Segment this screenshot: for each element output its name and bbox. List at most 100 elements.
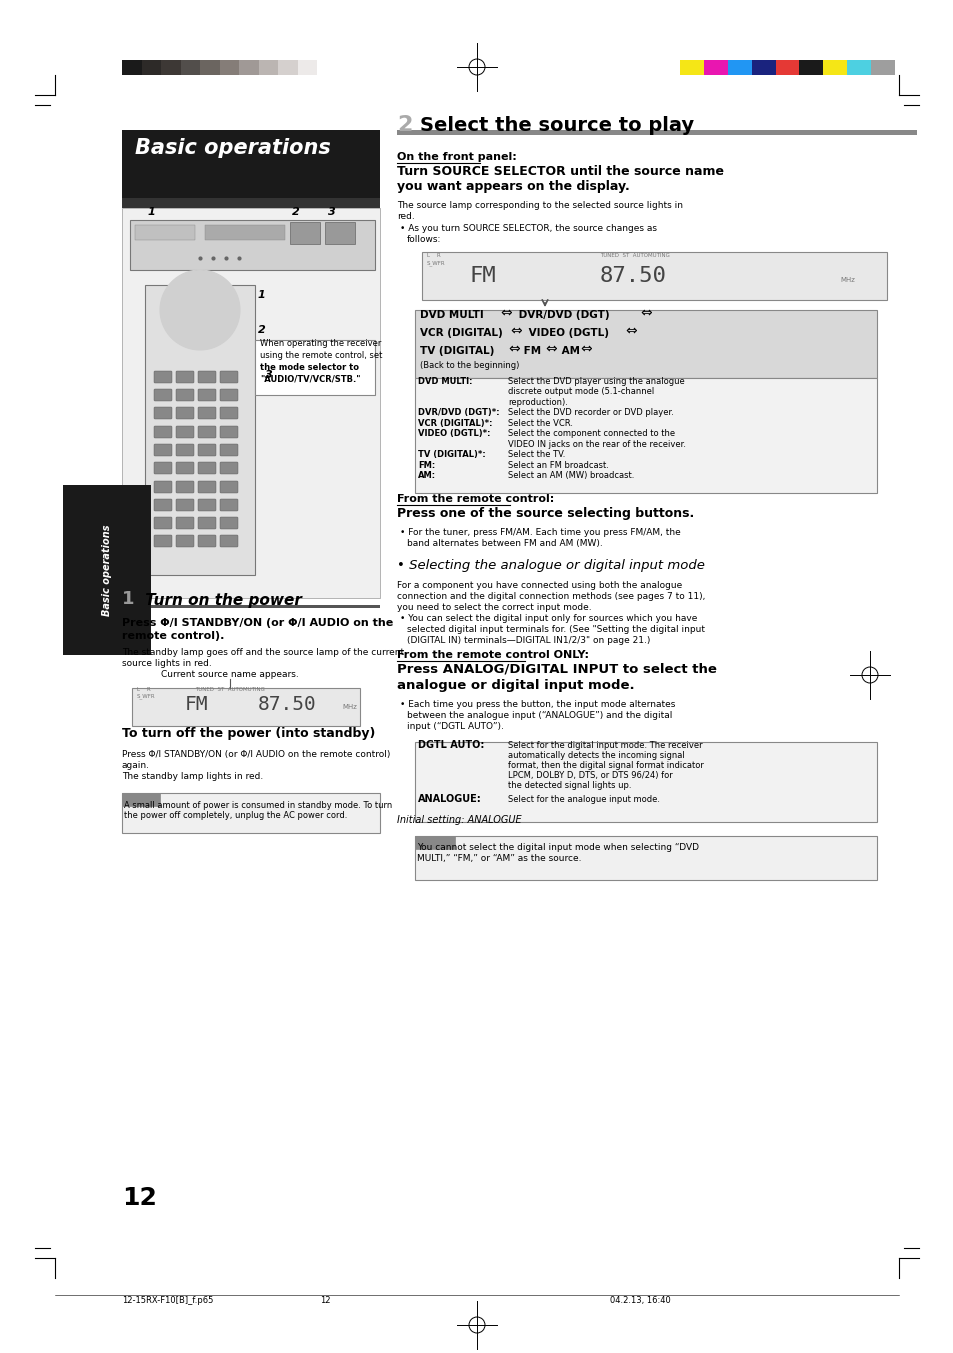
Text: TUNED  ST  AUTOMUTING: TUNED ST AUTOMUTING	[599, 253, 669, 258]
Text: • As you turn SOURCE SELECTOR, the source changes as: • As you turn SOURCE SELECTOR, the sourc…	[399, 225, 657, 233]
Text: the power off completely, unplug the AC power cord.: the power off completely, unplug the AC …	[124, 810, 347, 820]
Text: ANALOGUE:: ANALOGUE:	[417, 794, 481, 804]
Text: Initial setting: ANALOGUE: Initial setting: ANALOGUE	[396, 815, 521, 825]
Bar	[122, 208, 379, 598]
Text: NOTE: NOTE	[416, 827, 444, 836]
Text: you want appears on the display.: you want appears on the display.	[396, 180, 629, 193]
Text: 2: 2	[396, 115, 412, 135]
FancyBboxPatch shape	[175, 426, 193, 438]
Bar	[258, 60, 278, 74]
Bar	[415, 836, 455, 848]
Text: FM: FM	[519, 346, 544, 356]
Text: You cannot select the digital input mode when selecting “DVD: You cannot select the digital input mode…	[416, 843, 699, 852]
Bar	[415, 310, 876, 377]
Bar	[122, 198, 379, 208]
Text: TV (DIGITAL)*:: TV (DIGITAL)*:	[417, 451, 485, 460]
Bar	[415, 377, 876, 492]
Text: red.: red.	[396, 212, 415, 221]
Text: MHz: MHz	[840, 277, 854, 283]
Circle shape	[160, 271, 240, 350]
Text: Select an AM (MW) broadcast.: Select an AM (MW) broadcast.	[507, 471, 634, 480]
Text: 87.50: 87.50	[599, 267, 666, 285]
Bar	[122, 130, 379, 198]
Text: analogue or digital input mode.: analogue or digital input mode.	[396, 679, 634, 691]
Text: Select for the digital input mode. The receiver: Select for the digital input mode. The r…	[507, 741, 702, 750]
Text: 3: 3	[265, 369, 273, 380]
FancyBboxPatch shape	[220, 482, 237, 492]
Text: you need to select the correct input mode.: you need to select the correct input mod…	[396, 603, 591, 612]
Bar	[799, 60, 822, 74]
Bar	[122, 60, 141, 74]
Text: The standby lamp lights in red.: The standby lamp lights in red.	[122, 773, 263, 781]
FancyBboxPatch shape	[220, 371, 237, 383]
Text: ⇔: ⇔	[499, 306, 511, 321]
Bar	[290, 222, 319, 244]
Text: ⇔: ⇔	[507, 342, 519, 356]
Text: input (“DGTL AUTO”).: input (“DGTL AUTO”).	[407, 723, 503, 731]
FancyBboxPatch shape	[220, 461, 237, 474]
Text: 87.50: 87.50	[257, 695, 316, 714]
Bar	[130, 221, 375, 271]
FancyBboxPatch shape	[153, 482, 172, 492]
FancyBboxPatch shape	[198, 499, 215, 511]
Text: Press ANALOG/DIGITAL INPUT to select the: Press ANALOG/DIGITAL INPUT to select the	[396, 663, 716, 676]
Bar	[254, 340, 375, 395]
FancyBboxPatch shape	[153, 371, 172, 383]
Text: • Selecting the analogue or digital input mode: • Selecting the analogue or digital inpu…	[396, 559, 704, 572]
Text: connection and the digital connection methods (see pages 7 to 11),: connection and the digital connection me…	[396, 593, 704, 601]
FancyBboxPatch shape	[198, 461, 215, 474]
Bar	[751, 60, 775, 74]
Text: S_WFR: S_WFR	[427, 260, 445, 267]
Text: remote control).: remote control).	[122, 630, 224, 641]
FancyBboxPatch shape	[220, 444, 237, 456]
Text: Press Φ/I STANDBY/ON (or Φ/I AUDIO on the remote control): Press Φ/I STANDBY/ON (or Φ/I AUDIO on th…	[122, 750, 390, 759]
Bar	[822, 60, 846, 74]
FancyBboxPatch shape	[153, 461, 172, 474]
Text: DVD MULTI: DVD MULTI	[419, 310, 487, 321]
Text: ⇔: ⇔	[510, 323, 521, 338]
Text: Select for the analogue input mode.: Select for the analogue input mode.	[507, 796, 659, 804]
FancyBboxPatch shape	[175, 534, 193, 547]
Bar	[141, 60, 161, 74]
FancyBboxPatch shape	[220, 499, 237, 511]
Text: • You can select the digital input only for sources which you have: • You can select the digital input only …	[399, 614, 697, 622]
Bar	[775, 60, 799, 74]
FancyBboxPatch shape	[153, 499, 172, 511]
FancyBboxPatch shape	[175, 499, 193, 511]
FancyBboxPatch shape	[220, 517, 237, 529]
Bar	[205, 225, 285, 239]
Text: automatically detects the incoming signal: automatically detects the incoming signa…	[507, 751, 684, 760]
Bar	[135, 225, 194, 239]
Bar	[870, 60, 894, 74]
Text: Select the DVD recorder or DVD player.: Select the DVD recorder or DVD player.	[507, 409, 673, 418]
Text: DVD MULTI:: DVD MULTI:	[417, 377, 472, 386]
Bar	[161, 60, 180, 74]
FancyBboxPatch shape	[153, 426, 172, 438]
Text: The standby lamp goes off and the source lamp of the current: The standby lamp goes off and the source…	[122, 648, 404, 658]
Text: the detected signal lights up.: the detected signal lights up.	[507, 781, 631, 790]
Text: Select the DVD player using the analogue: Select the DVD player using the analogue	[507, 377, 684, 386]
Text: (Back to the beginning): (Back to the beginning)	[419, 361, 518, 369]
Text: 2: 2	[292, 207, 299, 216]
Text: MHz: MHz	[341, 704, 356, 710]
Text: 2: 2	[257, 325, 266, 336]
FancyBboxPatch shape	[153, 390, 172, 400]
Text: 12-15RX-F10[B]_f.p65: 12-15RX-F10[B]_f.p65	[122, 1296, 213, 1306]
Text: Select the source to play: Select the source to play	[419, 116, 694, 135]
FancyBboxPatch shape	[198, 482, 215, 492]
Text: ⇔: ⇔	[639, 306, 651, 321]
Text: band alternates between FM and AM (MW).: band alternates between FM and AM (MW).	[407, 538, 602, 548]
Bar	[415, 741, 876, 823]
FancyBboxPatch shape	[153, 517, 172, 529]
Bar	[297, 60, 317, 74]
Bar	[727, 60, 751, 74]
Text: Select the component connected to the: Select the component connected to the	[507, 429, 675, 438]
Bar	[325, 222, 355, 244]
Text: TV (DIGITAL): TV (DIGITAL)	[419, 346, 497, 356]
Text: DVR/DVD (DGT)*:: DVR/DVD (DGT)*:	[417, 409, 499, 418]
FancyBboxPatch shape	[220, 407, 237, 419]
Text: Basic operations: Basic operations	[135, 138, 331, 158]
Text: FM: FM	[470, 267, 497, 285]
Text: Press Φ/I STANDBY/ON (or Φ/I AUDIO on the: Press Φ/I STANDBY/ON (or Φ/I AUDIO on th…	[122, 618, 393, 628]
Text: 1: 1	[148, 207, 155, 216]
